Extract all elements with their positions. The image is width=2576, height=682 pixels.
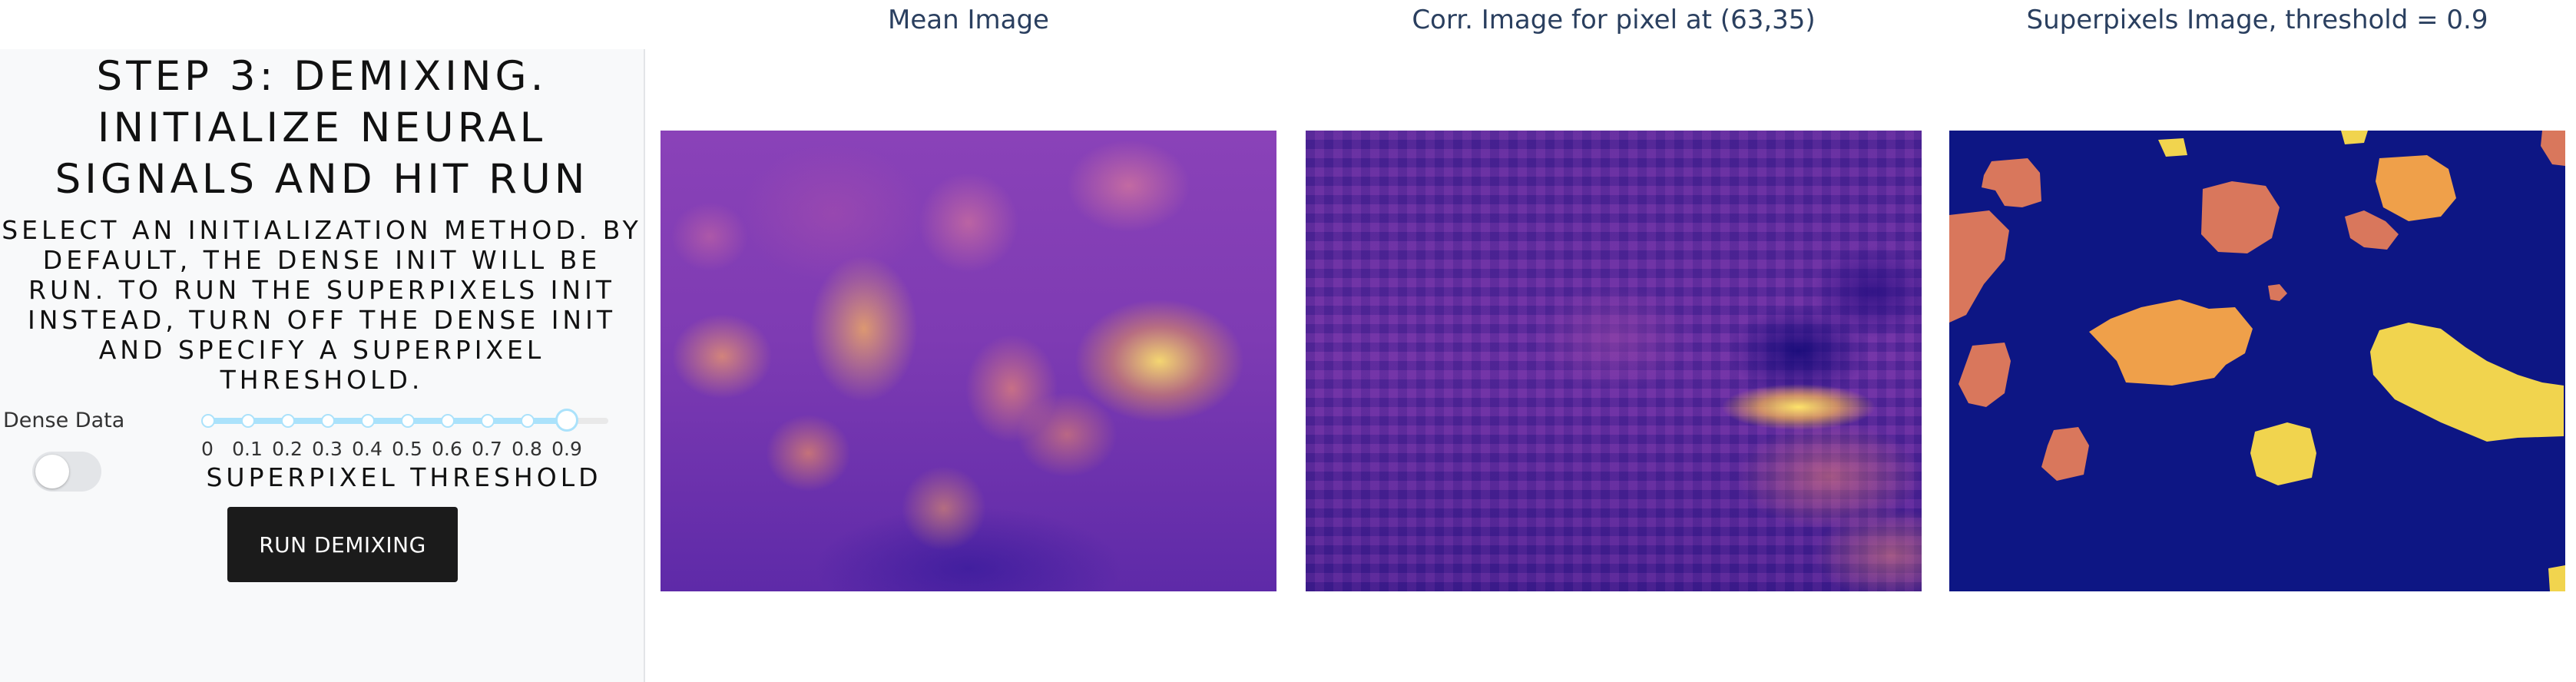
superpixel-region: [2158, 138, 2187, 157]
superpixels-image-title: Superpixels Image, threshold = 0.9: [2026, 5, 2488, 35]
slider-handle[interactable]: [555, 409, 578, 432]
dense-data-toggle[interactable]: [32, 452, 101, 492]
superpixel-region: [2370, 323, 2564, 442]
slider-dot[interactable]: [361, 414, 375, 428]
slider-track[interactable]: [207, 418, 567, 424]
slider-dot[interactable]: [481, 414, 495, 428]
slider-dot[interactable]: [281, 414, 295, 428]
superpixel-region: [2089, 300, 2253, 386]
superpixel-region: [1958, 343, 2011, 407]
mean-image-heatmap[interactable]: [661, 131, 1276, 591]
slider-mark-label: 0.6: [432, 438, 462, 460]
slider-mark-label: 0.3: [312, 438, 343, 460]
superpixels-plot: [1949, 131, 2565, 591]
superpixel-threshold-slider[interactable]: 0 0.1 0.2 0.3 0.4 0.5 0.6 0.7 0.8 0.9: [198, 401, 613, 462]
superpixel-threshold-label: SUPERPIXEL THRESHOLD: [206, 462, 602, 492]
slider-dot[interactable]: [521, 414, 535, 428]
slider-mark-label: 0.8: [512, 438, 542, 460]
slider-mark-label: 0.2: [272, 438, 303, 460]
slider-mark-label: 0: [201, 438, 214, 460]
slider-mark-label: 0.1: [232, 438, 263, 460]
toggle-knob[interactable]: [35, 455, 69, 488]
slider-mark-label: 0.7: [472, 438, 502, 460]
slider-mark-label: 0.5: [392, 438, 422, 460]
superpixel-region: [2268, 284, 2287, 301]
slider-dot[interactable]: [321, 414, 335, 428]
superpixel-region: [2548, 565, 2565, 591]
mean-image-title: Mean Image: [888, 5, 1049, 35]
superpixel-region: [2341, 131, 2368, 144]
superpixels-image-heatmap[interactable]: [1949, 131, 2565, 591]
superpixel-region: [2541, 131, 2565, 166]
slider-mark-label: 0.9: [551, 438, 582, 460]
superpixel-region: [1949, 210, 2009, 323]
run-demixing-button[interactable]: RUN DEMIXING: [227, 507, 458, 582]
dense-data-label: Dense Data: [3, 409, 125, 432]
slider-dot[interactable]: [201, 414, 215, 428]
superpixel-region: [2201, 181, 2280, 253]
step-description: SELECT AN INITIALIZATION METHOD. BY DEFA…: [2, 215, 642, 395]
slider-dot[interactable]: [241, 414, 255, 428]
slider-mark-label: 0.4: [352, 438, 382, 460]
superpixel-region: [2345, 210, 2399, 250]
slider-dot[interactable]: [401, 414, 415, 428]
step-title: STEP 3: DEMIXING. INITIALIZE NEURAL SIGN…: [55, 53, 589, 203]
corr-image-title: Corr. Image for pixel at (63,35): [1412, 5, 1816, 35]
superpixel-region: [2250, 422, 2316, 485]
superpixel-region: [2376, 155, 2456, 221]
corr-image-heatmap[interactable]: [1306, 131, 1922, 591]
slider-dot[interactable]: [441, 414, 455, 428]
superpixel-region: [2041, 427, 2089, 481]
superpixel-region: [1982, 158, 2041, 207]
